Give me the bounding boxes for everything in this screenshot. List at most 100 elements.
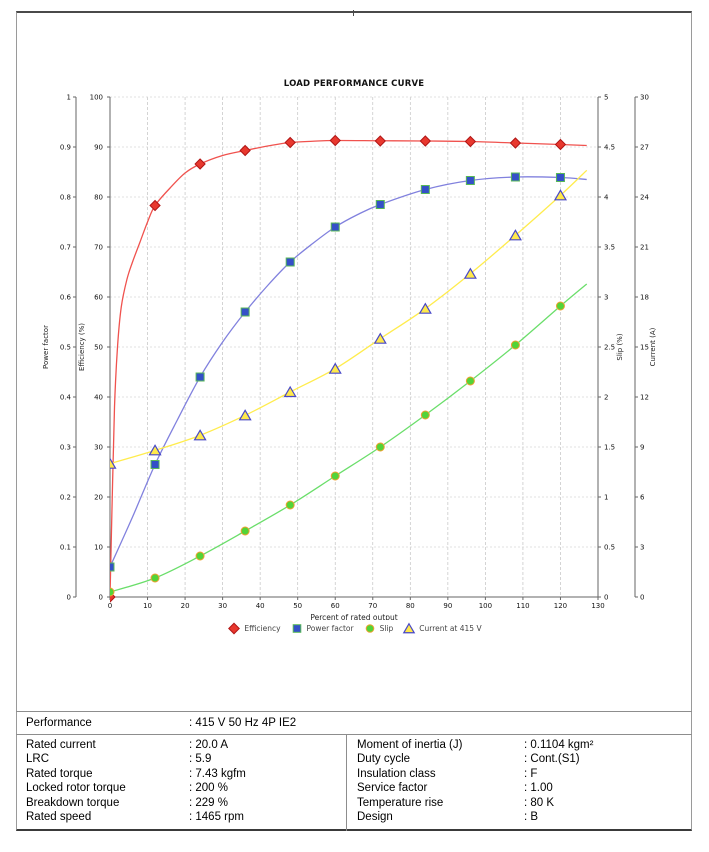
svg-text:0.4: 0.4 [60, 393, 72, 401]
table-row: Design B [347, 810, 692, 824]
svg-text:18: 18 [640, 293, 649, 301]
row-value: 0.1104 kgm² [524, 738, 593, 752]
table-column-right: Moment of inertia (J) 0.1104 kgm² Duty cy… [346, 735, 692, 831]
row-label: Design [357, 810, 393, 823]
svg-text:20: 20 [94, 493, 103, 501]
row-value: B [524, 810, 538, 824]
svg-text:0: 0 [604, 593, 608, 601]
svg-text:40: 40 [94, 393, 103, 401]
row-label: LRC [26, 753, 50, 766]
row-value: 80 K [524, 796, 554, 810]
row-label: Moment of inertia (J) [357, 739, 463, 751]
series-markers-slip [110, 301, 565, 597]
svg-text:60: 60 [94, 293, 103, 301]
row-value: 415 V 50 Hz 4P IE2 [189, 717, 296, 729]
svg-text:40: 40 [256, 602, 265, 610]
row-value: F [524, 767, 537, 781]
series-markers-power-factor [110, 172, 565, 572]
row-value: 20.0 A [189, 738, 228, 752]
svg-text:0.1: 0.1 [60, 543, 71, 551]
svg-text:100: 100 [90, 93, 103, 101]
svg-text:70: 70 [368, 602, 377, 610]
svg-text:60: 60 [331, 602, 340, 610]
svg-text:0: 0 [99, 593, 103, 601]
svg-text:50: 50 [94, 343, 103, 351]
x-axis-title: Percent of rated output [310, 613, 397, 620]
load-performance-chart: 0 0.1 0.2 0.3 0.4 0.5 0.6 0.7 0.8 0.9 1 Power facto… [42, 79, 657, 620]
table-row: Temperature rise 80 K [347, 796, 692, 810]
table-row: LRC 5.9 [16, 752, 346, 766]
table-row: Breakdown torque 229 % [16, 796, 346, 810]
svg-text:4.5: 4.5 [604, 143, 615, 151]
svg-text:27: 27 [640, 143, 649, 151]
axis-title-efficiency: Efficiency (%) [78, 323, 86, 371]
svg-text:0.6: 0.6 [60, 293, 72, 301]
svg-text:9: 9 [640, 443, 644, 451]
table-row: Service factor 1.00 [347, 781, 692, 795]
svg-text:30: 30 [640, 93, 649, 101]
legend-label: Efficiency [244, 624, 281, 633]
axis-title-power_factor: Power factor [42, 325, 50, 369]
row-label: Breakdown torque [26, 796, 120, 809]
svg-text:0.9: 0.9 [60, 143, 71, 151]
svg-text:1.5: 1.5 [604, 443, 615, 451]
row-value: 229 % [189, 796, 228, 810]
chart-title: LOAD PERFORMANCE CURVE [284, 79, 425, 89]
row-value: 1.00 [524, 781, 552, 795]
svg-text:2: 2 [604, 393, 608, 401]
svg-text:0.5: 0.5 [604, 543, 615, 551]
row-label: Temperature rise [357, 796, 444, 809]
svg-text:30: 30 [218, 602, 227, 610]
table-column-left: Rated current 20.0 A LRC 5.9 Rated torque 7… [16, 735, 346, 831]
series-markers-current-at-415-v [110, 189, 568, 469]
diamond-icon [228, 622, 241, 635]
row-value: 200 % [189, 781, 228, 795]
svg-text:10: 10 [143, 602, 152, 610]
svg-text:20: 20 [181, 602, 190, 610]
table-row: Insulation class F [347, 767, 692, 781]
svg-text:3.5: 3.5 [604, 243, 615, 251]
svg-text:0.5: 0.5 [60, 343, 71, 351]
svg-text:120: 120 [554, 602, 567, 610]
table-row: Rated speed 1465 rpm [16, 810, 346, 824]
chart-legend: Efficiency Power factor Slip Current at 415… [0, 622, 709, 635]
svg-text:80: 80 [406, 602, 415, 610]
svg-text:3: 3 [604, 293, 608, 301]
row-label: Rated torque [26, 767, 93, 780]
legend-item-current-at-415-v: Current at 415 V [402, 622, 482, 635]
legend-label: Current at 415 V [419, 624, 482, 633]
svg-text:15: 15 [640, 343, 649, 351]
row-label: Duty cycle [357, 753, 411, 766]
table-row: Performance 415 V 50 Hz 4P IE2 [16, 712, 692, 734]
row-value: Cont.(S1) [524, 752, 579, 766]
table-rule-mid [16, 734, 692, 735]
svg-text:0.8: 0.8 [60, 193, 71, 201]
row-label: Rated current [26, 739, 96, 751]
svg-text:0: 0 [640, 593, 644, 601]
row-value: 7.43 kgfm [189, 767, 246, 781]
svg-text:0: 0 [67, 593, 71, 601]
legend-item-efficiency: Efficiency [227, 622, 281, 635]
row-label: Performance [26, 717, 92, 729]
svg-text:4: 4 [604, 193, 609, 201]
svg-text:0.7: 0.7 [60, 243, 71, 251]
legend-label: Slip [379, 624, 394, 633]
row-value: 5.9 [189, 752, 211, 766]
axis-title-slip: Slip (%) [616, 333, 624, 360]
svg-text:3: 3 [640, 543, 644, 551]
table-row: Rated current 20.0 A [16, 738, 346, 752]
svg-text:80: 80 [94, 193, 103, 201]
svg-text:0: 0 [108, 602, 112, 610]
svg-text:130: 130 [591, 602, 604, 610]
svg-text:24: 24 [640, 193, 649, 201]
svg-text:110: 110 [516, 602, 529, 610]
row-value: 1465 rpm [189, 810, 244, 824]
svg-text:90: 90 [443, 602, 452, 610]
svg-text:5: 5 [604, 93, 608, 101]
svg-text:0.2: 0.2 [60, 493, 71, 501]
row-label: Rated speed [26, 810, 92, 823]
table-rule-top [16, 711, 692, 712]
svg-text:70: 70 [94, 243, 103, 251]
page-border-divider-tick [353, 10, 354, 16]
